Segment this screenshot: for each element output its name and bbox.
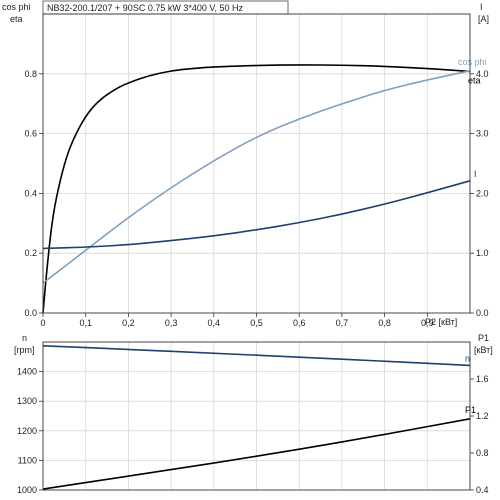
bottom-right-tick-label-1: 0.8	[476, 448, 489, 458]
x-tick-label-6: 0,6	[293, 318, 306, 328]
x-axis-label: P2 [кВт]	[425, 317, 457, 327]
bottom-series-label-n: n	[465, 353, 470, 363]
bottom-left-tick-label-1: 1100	[18, 455, 37, 465]
bottom-panel-labels: n [rpm] P1 [кВт]	[14, 333, 493, 355]
top-right-tick-label-0: 0.0	[476, 308, 489, 318]
top-right-axis-label-top: I	[480, 2, 483, 12]
top-panel-axes: 0.0 0.2 0.4 0.6 0.8 0.0 1.0 2.0 3.0 4.0 0 0,1 0,2 0,3…	[24, 13, 489, 328]
top-left-axis-label-bottom: eta	[10, 14, 23, 24]
bottom-right-tick-label-2: 1.2	[476, 411, 489, 421]
x-tick-label-1: 0,1	[79, 318, 92, 328]
top-left-tick-label-3: 0.6	[24, 129, 37, 139]
bottom-panel-grid	[43, 342, 470, 490]
x-tick-label-5: 0,5	[250, 318, 263, 328]
top-left-tick-label-1: 0.2	[24, 248, 37, 258]
bottom-right-tick-label-3: 1.6	[476, 374, 489, 384]
x-tick-label-7: 0,7	[336, 318, 349, 328]
bottom-right-tick-label-0: 0.4	[476, 485, 489, 495]
bottom-left-tick-label-2: 1200	[17, 426, 37, 436]
bottom-left-tick-label-0: 1000	[17, 485, 37, 495]
top-right-axis-label-bottom: [A]	[478, 14, 489, 24]
top-series-label-cos-phi: cos phi	[458, 57, 487, 67]
top-series-label-i: I	[474, 169, 477, 179]
title-box: NB32-200.1/207 + 90SC 0.75 kW 3*400 V, 5…	[42, 0, 289, 15]
top-panel-labels: cos phi eta I [A] P2 [кВт]	[2, 2, 489, 327]
bottom-left-axis-label-bottom: [rpm]	[14, 345, 35, 355]
x-tick-label-0: 0	[40, 318, 45, 328]
top-series-line-cos-phi	[42, 70, 471, 284]
bottom-right-axis-label-bottom: [кВт]	[474, 345, 493, 355]
x-tick-label-2: 0,2	[122, 318, 135, 328]
top-left-tick-label-0: 0.0	[24, 308, 37, 318]
bottom-left-tick-label-4: 1400	[17, 367, 37, 377]
bottom-left-axis-label-top: n	[22, 333, 27, 343]
top-series-line-eta	[42, 64, 471, 314]
bottom-left-tick-label-3: 1300	[17, 396, 37, 406]
x-tick-label-8: 0,8	[378, 318, 391, 328]
top-left-tick-label-4: 0.8	[24, 69, 37, 79]
chart-title: NB32-200.1/207 + 90SC 0.75 kW 3*400 V, 5…	[47, 3, 244, 13]
x-tick-label-9: 0,9	[421, 318, 434, 328]
x-tick-label-3: 0,3	[165, 318, 178, 328]
bottom-panel-series: n P1	[42, 345, 476, 490]
top-left-tick-label-2: 0.4	[24, 188, 37, 198]
top-right-tick-label-2: 2.0	[476, 188, 489, 198]
top-right-tick-label-1: 1.0	[476, 248, 489, 258]
bottom-series-label-p1: P1	[465, 405, 476, 415]
top-series-line-i	[42, 180, 471, 250]
top-panel-grid	[43, 14, 470, 313]
top-right-tick-label-3: 3.0	[476, 129, 489, 139]
bottom-panel-axes: 1000 1100 1200 1300 1400 0.4 0.8 1.2 1.6	[17, 341, 489, 495]
bottom-series-line-n	[42, 345, 471, 367]
bottom-right-axis-label-top: P1	[478, 333, 489, 343]
top-left-axis-label-top: cos phi	[2, 2, 31, 12]
top-right-tick-label-4: 4.0	[476, 69, 489, 79]
top-panel-series: eta cos phi I	[42, 57, 487, 314]
x-tick-label-4: 0,4	[208, 318, 221, 328]
bottom-series-line-p1	[42, 418, 471, 490]
top-series-label-eta: eta	[468, 75, 481, 85]
